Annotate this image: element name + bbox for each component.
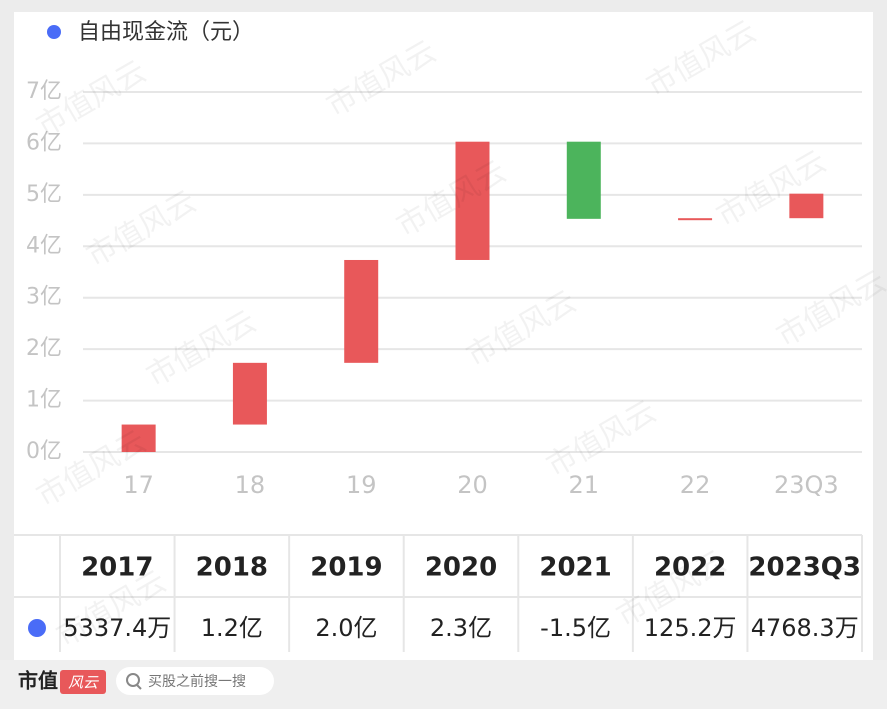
table-header: 2020 — [425, 553, 497, 583]
card — [14, 12, 873, 660]
y-tick-label: 0亿 — [26, 439, 62, 464]
y-tick-label: 5亿 — [26, 182, 62, 207]
y-tick-label: 7亿 — [26, 79, 62, 104]
x-tick-label: 21 — [569, 471, 600, 499]
row-dot — [28, 619, 46, 637]
legend-label: 自由现金流（元） — [78, 20, 254, 45]
y-tick-label: 4亿 — [26, 233, 62, 258]
search-box[interactable] — [116, 667, 274, 695]
y-tick-label: 3亿 — [26, 285, 62, 310]
table-header: 2019 — [310, 553, 382, 583]
bar — [455, 141, 490, 260]
search-placeholder: 买股之前搜一搜 — [148, 673, 246, 690]
x-tick-label: 17 — [123, 471, 154, 499]
table-header: 2017 — [81, 553, 153, 583]
brand-mark: 风云 — [68, 674, 99, 692]
table-header: 2021 — [539, 553, 611, 583]
table-header: 2022 — [654, 553, 726, 583]
table-header: 2023Q3 — [748, 553, 861, 583]
y-tick-label: 1亿 — [26, 388, 62, 413]
bar — [232, 362, 267, 425]
table-value: -1.5亿 — [540, 614, 611, 642]
bar — [566, 141, 601, 219]
x-tick-label: 23Q3 — [774, 471, 839, 499]
table-value: 2.0亿 — [315, 614, 377, 642]
brand-badge — [60, 670, 106, 694]
x-tick-label: 22 — [680, 471, 711, 499]
table-header: 2018 — [196, 553, 268, 583]
search-icon-handle — [136, 684, 142, 690]
search-icon — [126, 673, 140, 687]
bar — [678, 218, 713, 221]
bar — [344, 259, 379, 363]
bar — [789, 193, 824, 219]
table-value: 4768.3万 — [751, 614, 859, 642]
table-value: 1.2亿 — [201, 614, 263, 642]
legend-dot — [47, 25, 61, 39]
x-tick-label: 18 — [235, 471, 266, 499]
y-tick-label: 2亿 — [26, 336, 62, 361]
x-tick-label: 19 — [346, 471, 377, 499]
brand: 市值 — [18, 669, 58, 693]
table-value: 5337.4万 — [63, 614, 171, 642]
table-value: 125.2万 — [644, 614, 737, 642]
x-tick-label: 20 — [457, 471, 488, 499]
bar — [121, 424, 156, 452]
y-tick-label: 6亿 — [26, 130, 62, 155]
table-value: 2.3亿 — [430, 614, 492, 642]
